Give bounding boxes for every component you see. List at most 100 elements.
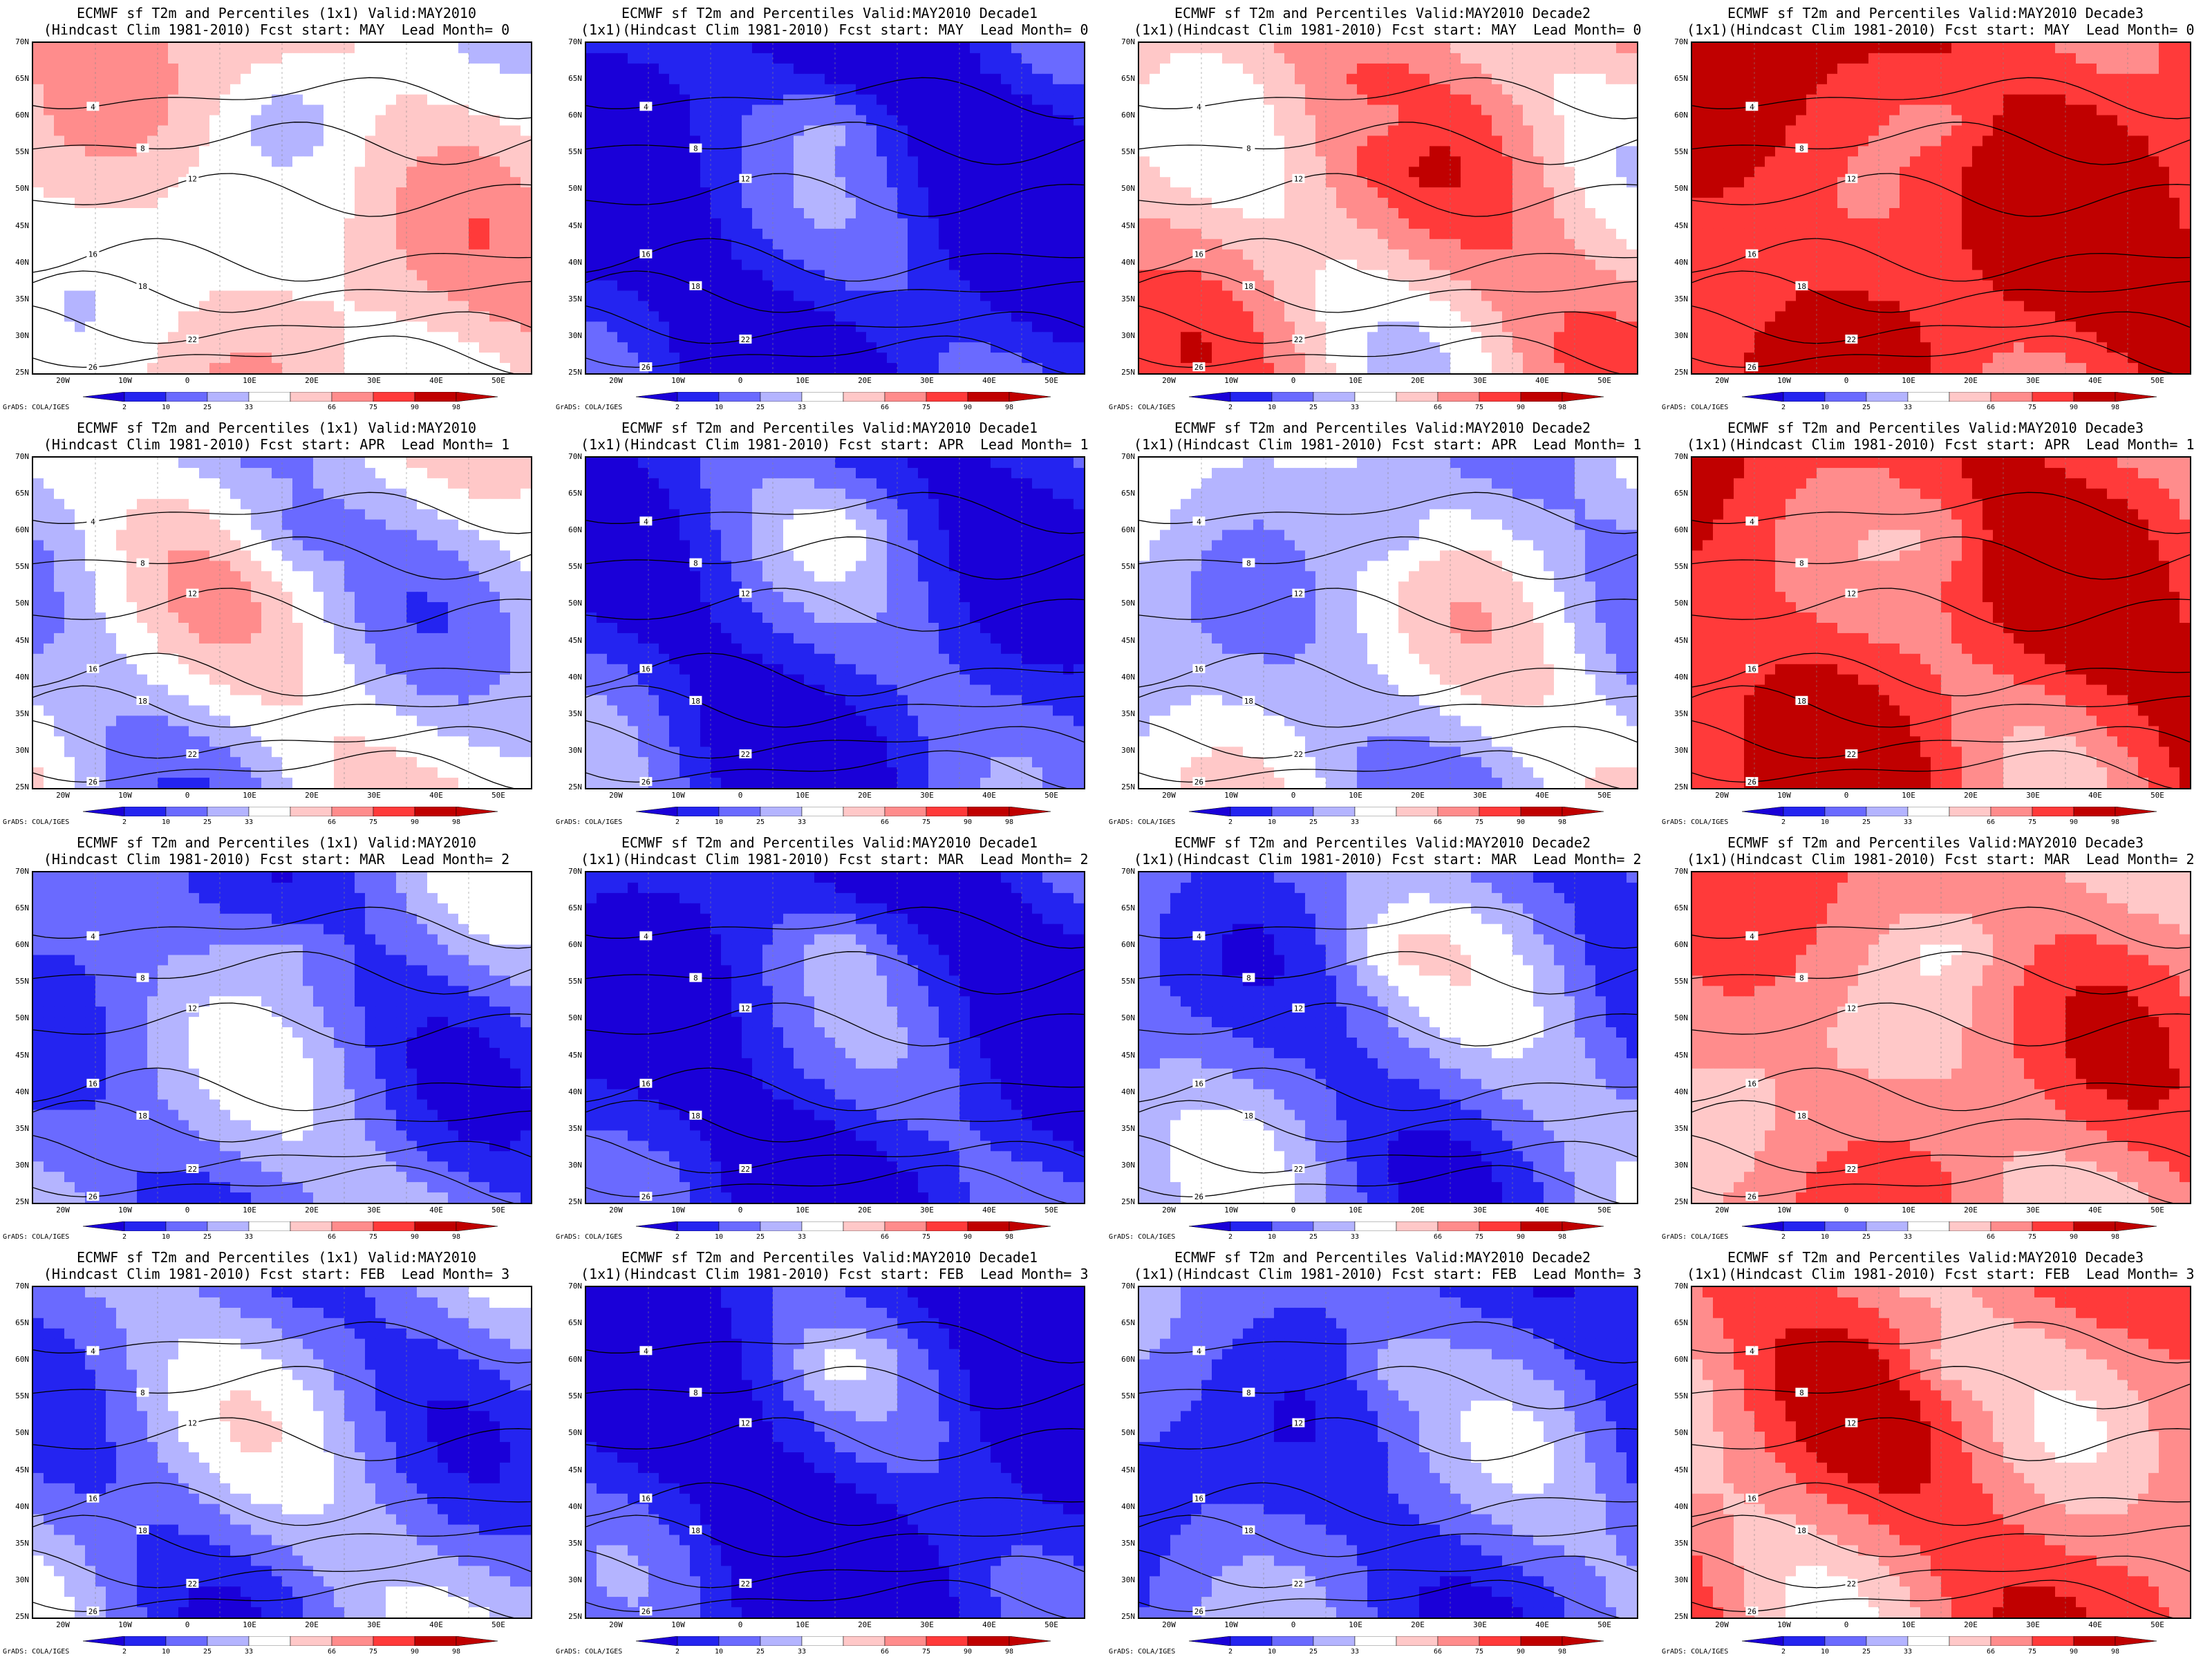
percentile-cell <box>44 249 55 261</box>
percentile-cell <box>959 115 971 126</box>
percentile-cell <box>628 301 639 312</box>
percentile-cell <box>1554 198 1565 209</box>
percentile-cell <box>856 94 867 106</box>
percentile-cell <box>1595 218 1606 229</box>
percentile-cell <box>479 301 490 312</box>
percentile-cell <box>469 177 480 188</box>
percentile-cell <box>814 177 825 188</box>
percentile-cell <box>303 270 314 281</box>
percentile-cell <box>1595 167 1606 178</box>
percentile-cell <box>1367 311 1378 322</box>
percentile-cell <box>75 363 86 373</box>
map-frame: 4 8 12 16 18 22 26 <box>585 41 1085 375</box>
percentile-cell <box>126 249 138 261</box>
percentile-cell <box>292 115 303 126</box>
percentile-cell <box>1533 311 1544 322</box>
percentile-cell <box>1481 115 1492 126</box>
percentile-cell <box>1616 198 1627 209</box>
percentile-cell <box>1201 280 1212 292</box>
percentile-cell <box>1150 332 1161 343</box>
percentile-cell <box>2045 53 2056 64</box>
percentile-cell <box>1461 167 1472 178</box>
percentile-cell <box>1170 177 1181 188</box>
percentile-cell <box>1074 125 1084 136</box>
percentile-cell <box>783 311 794 322</box>
percentile-cell <box>199 125 210 136</box>
percentile-cell <box>199 321 210 332</box>
percentile-cell <box>344 290 355 301</box>
percentile-cell <box>1616 363 1627 373</box>
percentile-cell <box>1450 135 1461 147</box>
percentile-cell <box>1315 53 1327 64</box>
percentile-cell <box>959 198 971 209</box>
longitude-tick-label: 50E <box>491 376 505 385</box>
percentile-cell <box>1837 63 1848 75</box>
percentile-cell <box>1388 167 1399 178</box>
percentile-cell <box>1243 125 1254 136</box>
percentile-cell <box>1315 73 1327 85</box>
percentile-cell <box>116 249 127 261</box>
percentile-cell <box>116 156 127 167</box>
percentile-cell <box>773 94 784 106</box>
percentile-cell <box>2024 53 2035 64</box>
percentile-cell <box>178 125 189 136</box>
percentile-cell <box>928 301 939 312</box>
percentile-cell <box>209 84 221 95</box>
percentile-cell <box>597 156 608 167</box>
percentile-cell <box>417 73 428 85</box>
percentile-cell <box>835 363 846 373</box>
percentile-cell <box>814 187 825 198</box>
percentile-cell <box>220 353 231 364</box>
percentile-cell <box>1398 187 1409 198</box>
percentile-cell <box>648 146 659 157</box>
percentile-cell <box>1595 63 1606 75</box>
percentile-cell <box>1243 84 1254 95</box>
percentile-cell <box>521 187 531 198</box>
percentile-cell <box>1063 353 1074 364</box>
percentile-cell <box>1388 249 1399 261</box>
percentile-cell <box>1606 84 1617 95</box>
percentile-cell <box>1544 259 1555 271</box>
percentile-cell <box>835 43 846 54</box>
percentile-cell <box>1564 84 1575 95</box>
panel-title: ECMWF sf T2m and Percentiles Valid:MAY20… <box>1134 6 1631 21</box>
percentile-cell <box>1336 43 1347 54</box>
percentile-cell <box>44 63 55 75</box>
percentile-cell <box>1150 167 1161 178</box>
percentile-cell <box>334 280 345 292</box>
percentile-cell <box>679 53 691 64</box>
percentile-cell <box>199 238 210 250</box>
percentile-cell <box>928 218 939 229</box>
percentile-cell <box>825 290 836 301</box>
percentile-cell <box>1191 218 1202 229</box>
percentile-cell <box>220 342 231 353</box>
percentile-cell <box>742 301 753 312</box>
percentile-cell <box>1471 135 1482 147</box>
percentile-cell <box>1347 249 1358 261</box>
percentile-cell <box>1440 332 1451 343</box>
percentile-cell <box>1450 187 1461 198</box>
percentile-cell <box>1326 198 1337 209</box>
percentile-cell <box>1616 321 1627 332</box>
percentile-cell <box>1284 259 1295 271</box>
coastline <box>1304 56 1637 373</box>
percentile-cell <box>731 218 742 229</box>
percentile-cell <box>1796 43 1807 54</box>
percentile-cell <box>783 43 794 54</box>
percentile-cell <box>1606 259 1617 271</box>
colorbar-segment <box>718 392 761 402</box>
percentile-cell <box>1554 290 1565 301</box>
percentile-cell <box>303 321 314 332</box>
percentile-cell <box>1274 228 1285 240</box>
percentile-cell <box>521 332 531 343</box>
percentile-cell <box>116 115 127 126</box>
percentile-cell <box>1713 43 1724 54</box>
percentile-cell <box>877 332 888 343</box>
percentile-cell <box>1409 353 1420 364</box>
percentile-cell <box>386 301 397 312</box>
percentile-cell <box>106 342 117 353</box>
percentile-cell <box>1544 353 1555 364</box>
percentile-cell <box>1430 363 1441 373</box>
percentile-cell <box>137 177 148 188</box>
percentile-cell <box>1315 208 1327 219</box>
